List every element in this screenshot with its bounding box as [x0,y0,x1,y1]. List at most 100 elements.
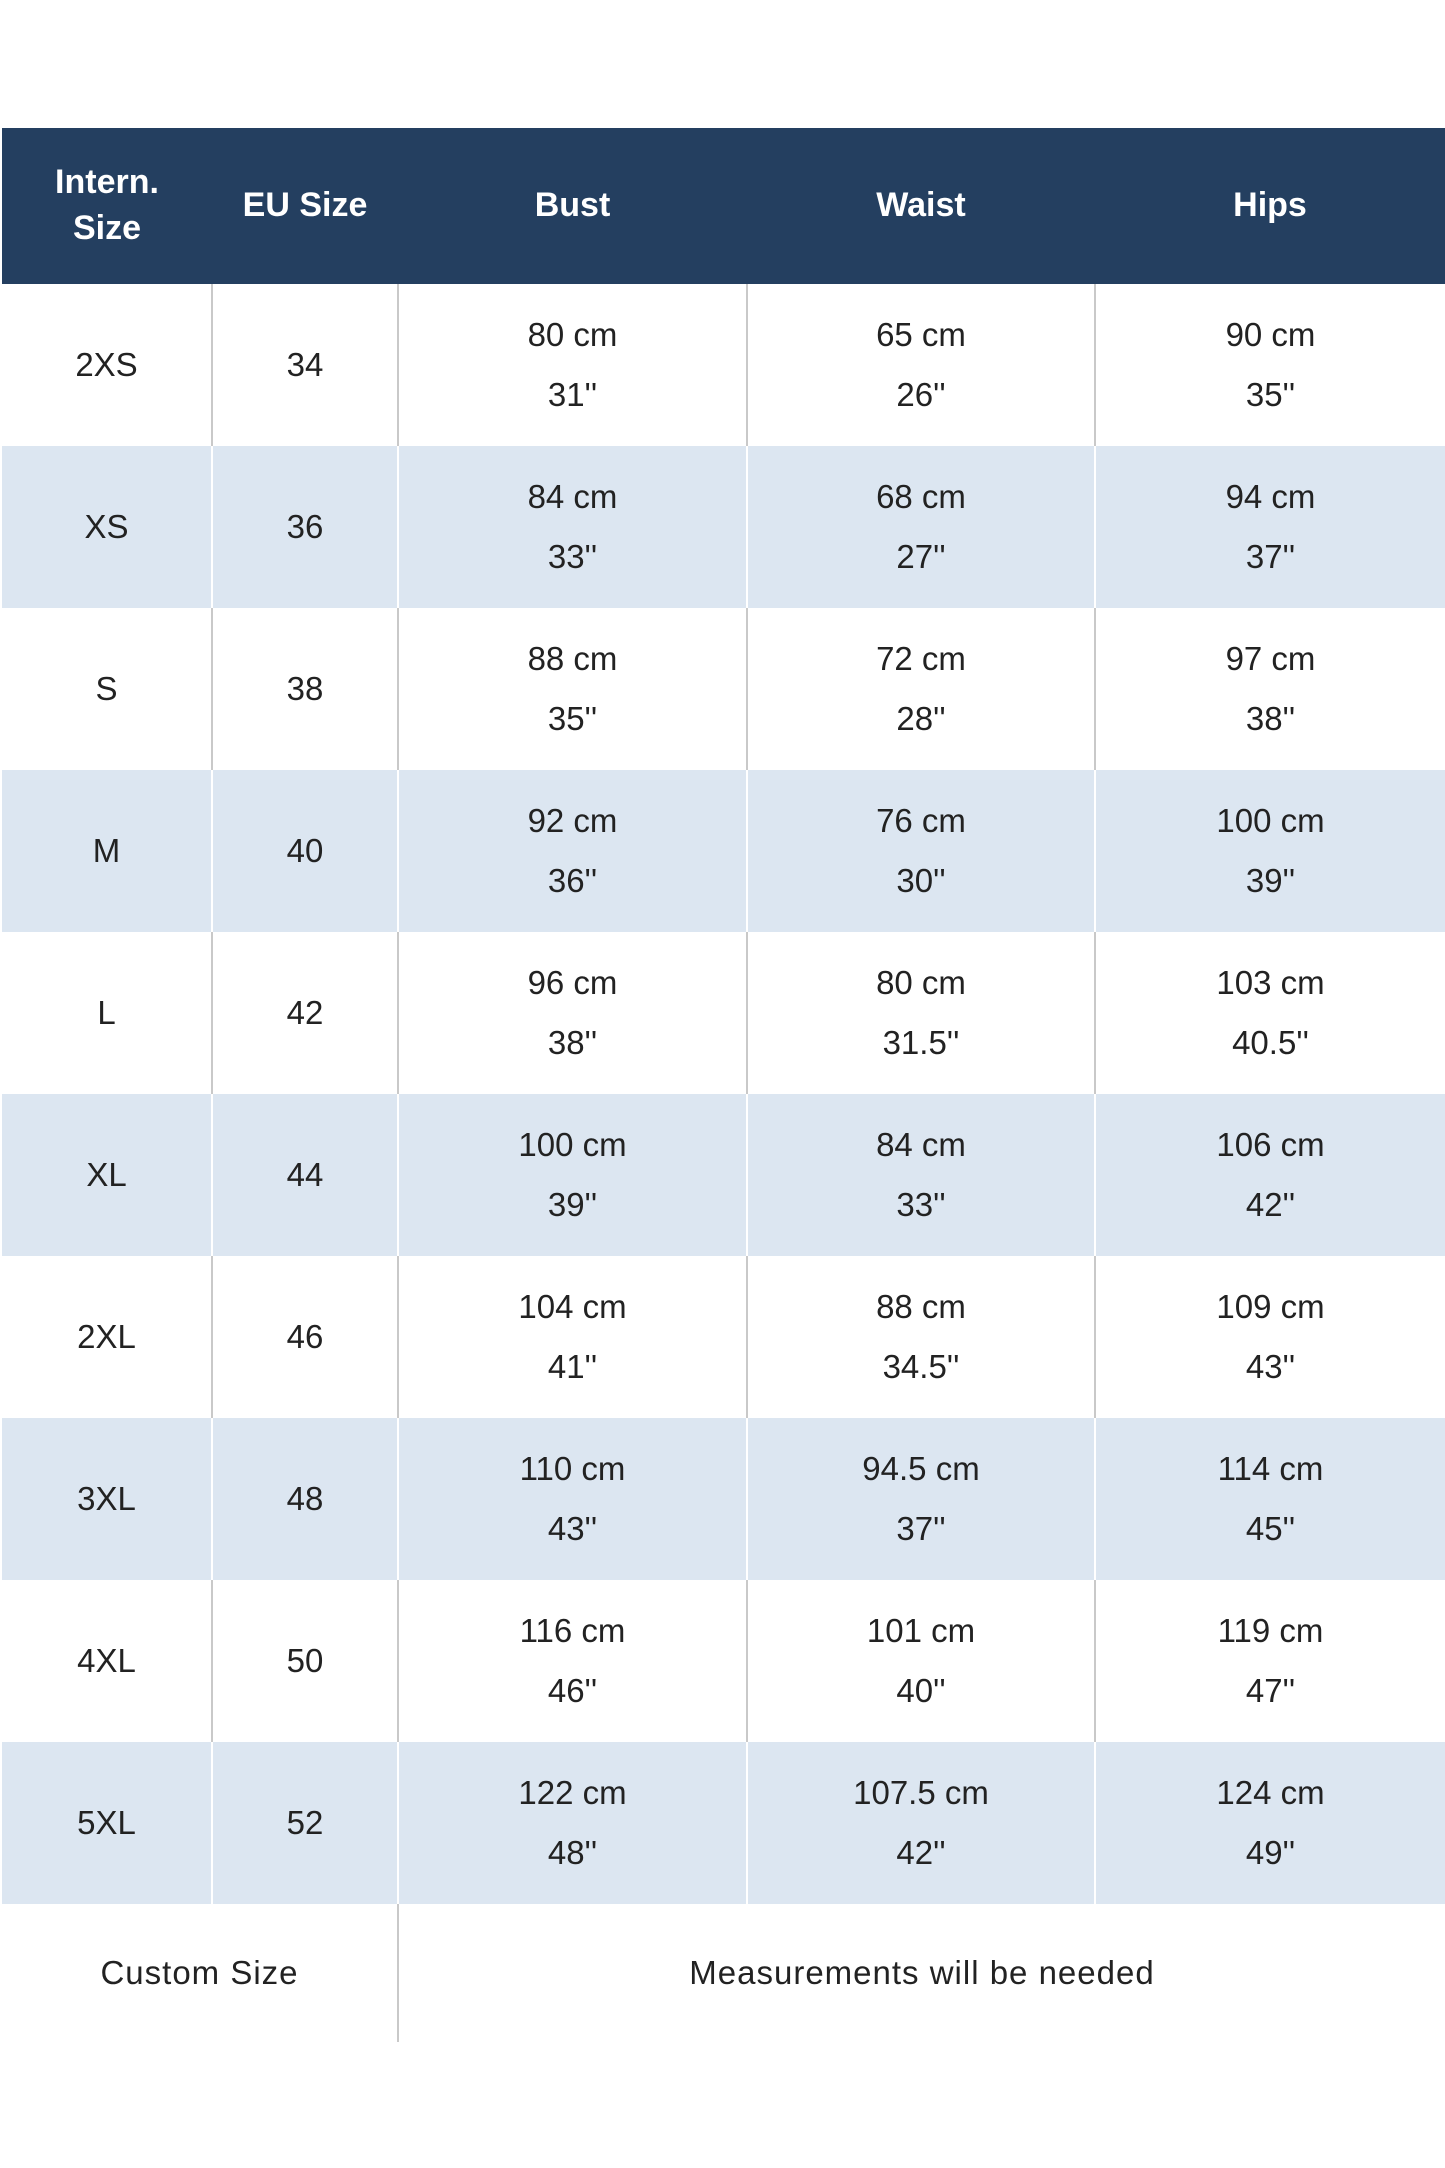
custom-size-note: Measurements will be needed [397,1904,1445,2042]
intern-size-cell-value: 2XL [77,1318,136,1355]
bust-cell-value: 84 cm [527,478,618,515]
waist-cell-value: 94.5 cm [862,1450,980,1487]
table-row: M 40 92 cm 36'' 76 cm 30'' 100 cm 39'' [2,770,1445,932]
waist-cell: 65 cm 26'' [746,284,1095,446]
hips-cell-value: 49'' [1245,1834,1296,1871]
waist-cell-value: 101 cm [866,1612,976,1649]
hips-cell: 119 cm 47'' [1094,1580,1445,1742]
header-hips: Hips [1095,128,1445,284]
waist-cell: 72 cm 28'' [746,608,1095,770]
hips-cell: 124 cm 49'' [1094,1742,1445,1904]
bust-cell: 122 cm 48'' [397,1742,747,1904]
bust-cell-value: 35'' [547,700,598,737]
waist-cell-value: 34.5'' [882,1348,960,1385]
bust-cell: 88 cm 35'' [397,608,747,770]
bust-cell-value: 122 cm [518,1774,627,1811]
hips-cell-value: 43'' [1245,1348,1296,1385]
waist-cell-value: 31.5'' [882,1024,960,1061]
intern-size-cell-value: 5XL [77,1804,136,1841]
waist-cell-value: 26'' [896,376,946,413]
bust-cell: 110 cm 43'' [397,1418,747,1580]
hips-cell-value: 42'' [1245,1186,1296,1223]
intern-size-cell: 5XL [2,1742,212,1904]
intern-size-cell: M [2,770,212,932]
eu-size-cell: 52 [211,1742,398,1904]
waist-cell-value: 40'' [896,1672,946,1709]
table-row: S 38 88 cm 35'' 72 cm 28'' 97 cm 38'' [2,608,1445,770]
intern-size-cell: L [2,932,212,1094]
eu-size-cell-value: 50 [286,1642,324,1679]
hips-cell-value: 114 cm [1217,1450,1324,1487]
eu-size-cell: 38 [211,608,398,770]
eu-size-cell-value: 34 [286,346,324,383]
intern-size-cell-value: XL [86,1156,127,1193]
intern-size-cell-value: S [95,670,118,707]
eu-size-cell: 48 [211,1418,398,1580]
bust-cell: 92 cm 36'' [397,770,747,932]
waist-cell-value: 37'' [896,1510,946,1547]
hips-cell-value: 45'' [1245,1510,1296,1547]
size-chart-table: Intern. Size EU Size Bust Waist Hips 2XS… [2,128,1445,2042]
waist-cell-value: 88 cm [876,1288,966,1325]
hips-cell-value: 47'' [1245,1672,1296,1709]
eu-size-cell: 36 [211,446,398,608]
hips-cell: 114 cm 45'' [1094,1418,1445,1580]
waist-cell: 88 cm 34.5'' [746,1256,1095,1418]
waist-cell-value: 84 cm [876,1126,966,1163]
bust-cell-value: 88 cm [527,640,618,677]
bust-cell: 116 cm 46'' [397,1580,747,1742]
intern-size-cell: XS [2,446,212,608]
eu-size-cell: 42 [211,932,398,1094]
bust-cell-value: 80 cm [527,316,618,353]
table-row: 4XL 50 116 cm 46'' 101 cm 40'' 119 cm 47'' [2,1580,1445,1742]
waist-cell-value: 72 cm [876,640,966,677]
bust-cell-value: 43'' [547,1510,598,1547]
bust-cell: 84 cm 33'' [397,446,747,608]
table-row: XL 44 100 cm 39'' 84 cm 33'' 106 cm 42'' [2,1094,1445,1256]
eu-size-cell: 50 [211,1580,398,1742]
bust-cell-value: 110 cm [519,1450,626,1487]
bust-cell-value: 38'' [547,1024,598,1061]
hips-cell: 100 cm 39'' [1094,770,1445,932]
bust-cell-value: 33'' [547,538,598,575]
hips-cell-value: 103 cm [1216,964,1325,1001]
bust-cell-value: 96 cm [527,964,618,1001]
header-bust: Bust [398,128,747,284]
custom-size-row: Custom Size Measurements will be needed [2,1904,1445,2042]
hips-cell-value: 38'' [1245,700,1296,737]
eu-size-cell-value: 36 [286,508,324,545]
hips-cell-value: 100 cm [1216,802,1325,839]
eu-size-cell-value: 38 [286,670,324,707]
hips-cell-value: 37'' [1245,538,1296,575]
table-row: 2XS 34 80 cm 31'' 65 cm 26'' 90 cm 35'' [2,284,1445,446]
eu-size-cell: 34 [211,284,398,446]
waist-cell-value: 33'' [896,1186,946,1223]
intern-size-cell: XL [2,1094,212,1256]
header-intern-size: Intern. Size [2,128,212,284]
intern-size-cell: 3XL [2,1418,212,1580]
hips-cell-value: 35'' [1245,376,1296,413]
bust-cell-value: 48'' [547,1834,598,1871]
bust-cell-value: 46'' [547,1672,598,1709]
intern-size-cell-value: M [92,832,121,869]
waist-cell: 84 cm 33'' [746,1094,1095,1256]
bust-cell-value: 36'' [547,862,598,899]
table-row: L 42 96 cm 38'' 80 cm 31.5'' 103 cm 40.5'' [2,932,1445,1094]
bust-cell-value: 41'' [547,1348,598,1385]
eu-size-cell-value: 48 [286,1480,324,1517]
intern-size-cell: 2XL [2,1256,212,1418]
hips-cell: 97 cm 38'' [1094,608,1445,770]
waist-cell-value: 80 cm [876,964,966,1001]
header-eu-size: EU Size [212,128,398,284]
bust-cell-value: 39'' [547,1186,598,1223]
hips-cell-value: 119 cm [1217,1612,1324,1649]
waist-cell: 68 cm 27'' [746,446,1095,608]
waist-cell-value: 107.5 cm [853,1774,989,1811]
hips-cell-value: 124 cm [1216,1774,1325,1811]
hips-cell-value: 97 cm [1225,640,1316,677]
bust-cell: 96 cm 38'' [397,932,747,1094]
header-waist: Waist [747,128,1095,284]
table-row: XS 36 84 cm 33'' 68 cm 27'' 94 cm 37'' [2,446,1445,608]
waist-cell-value: 65 cm [876,316,966,353]
hips-cell-value: 90 cm [1225,316,1316,353]
